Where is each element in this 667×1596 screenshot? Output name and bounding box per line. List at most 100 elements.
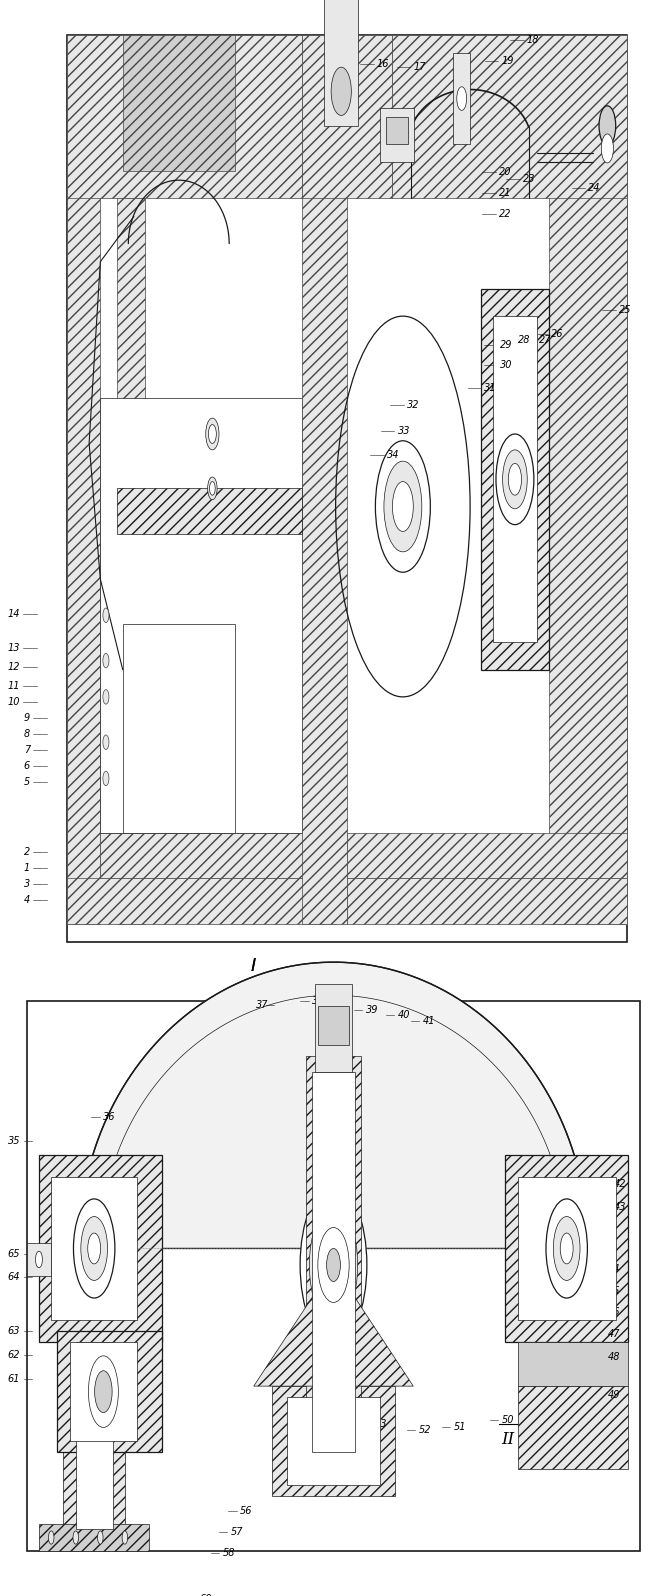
Circle shape xyxy=(49,1531,54,1545)
Text: 50: 50 xyxy=(502,1416,514,1425)
Circle shape xyxy=(457,86,467,110)
Text: 51: 51 xyxy=(454,1422,466,1432)
Text: 8: 8 xyxy=(24,729,30,739)
Circle shape xyxy=(384,461,422,552)
Text: 28: 28 xyxy=(518,335,530,345)
Text: 44: 44 xyxy=(608,1264,621,1274)
Circle shape xyxy=(209,482,215,495)
Bar xyxy=(117,198,145,924)
Text: 18: 18 xyxy=(527,35,540,45)
Bar xyxy=(347,878,627,924)
Bar xyxy=(302,171,347,924)
Bar xyxy=(548,171,627,924)
Bar xyxy=(272,1385,395,1497)
Text: 40: 40 xyxy=(398,1010,410,1020)
Text: 33: 33 xyxy=(398,426,410,436)
Bar xyxy=(69,1342,137,1441)
Circle shape xyxy=(309,1207,358,1323)
Text: 32: 32 xyxy=(407,401,420,410)
Bar xyxy=(518,1176,616,1320)
Text: 25: 25 xyxy=(619,305,632,314)
Text: 48: 48 xyxy=(608,1352,621,1361)
Text: 61: 61 xyxy=(7,1374,20,1384)
Bar xyxy=(315,985,352,1073)
Text: II: II xyxy=(502,1432,515,1448)
Circle shape xyxy=(560,1234,573,1264)
Text: 3: 3 xyxy=(24,879,30,889)
Text: 9: 9 xyxy=(24,713,30,723)
Text: 30: 30 xyxy=(500,361,513,370)
Text: 46: 46 xyxy=(608,1307,621,1317)
Bar xyxy=(518,1342,628,1385)
Text: 60: 60 xyxy=(199,1594,212,1596)
Text: 45: 45 xyxy=(608,1286,621,1296)
Text: 54: 54 xyxy=(354,1441,366,1451)
Bar xyxy=(39,1524,149,1551)
Text: 23: 23 xyxy=(523,174,536,184)
Circle shape xyxy=(503,450,527,509)
Circle shape xyxy=(103,689,109,704)
Bar xyxy=(67,878,336,924)
Circle shape xyxy=(88,1234,101,1264)
Text: 53: 53 xyxy=(375,1419,388,1428)
Text: 34: 34 xyxy=(387,450,400,460)
Circle shape xyxy=(392,482,414,531)
Circle shape xyxy=(95,1371,112,1412)
Bar xyxy=(27,1001,640,1551)
Text: 13: 13 xyxy=(7,643,20,653)
Circle shape xyxy=(103,734,109,750)
Text: 63: 63 xyxy=(7,1326,20,1336)
Text: 42: 42 xyxy=(614,1179,626,1189)
Circle shape xyxy=(318,1227,349,1302)
Text: 14: 14 xyxy=(7,610,20,619)
Text: I: I xyxy=(251,956,256,975)
Circle shape xyxy=(205,418,219,450)
Text: 11: 11 xyxy=(7,681,20,691)
Bar xyxy=(482,289,548,670)
Circle shape xyxy=(73,1199,115,1298)
Text: 24: 24 xyxy=(588,184,601,193)
Bar xyxy=(380,107,414,163)
Circle shape xyxy=(73,1531,79,1545)
Circle shape xyxy=(508,463,522,495)
Text: 27: 27 xyxy=(539,335,552,345)
Bar xyxy=(67,35,627,942)
Bar xyxy=(63,1342,125,1551)
Text: 55: 55 xyxy=(335,1464,348,1473)
Bar xyxy=(123,624,235,833)
Bar xyxy=(67,171,100,924)
Text: 43: 43 xyxy=(614,1202,626,1211)
Bar xyxy=(100,833,336,878)
Text: 5: 5 xyxy=(24,777,30,787)
Text: 58: 58 xyxy=(223,1548,235,1558)
Circle shape xyxy=(546,1199,588,1298)
Bar xyxy=(57,1331,161,1452)
Text: 26: 26 xyxy=(551,329,564,338)
Text: 17: 17 xyxy=(414,62,426,72)
Bar xyxy=(287,1396,380,1486)
Circle shape xyxy=(122,1531,127,1545)
Circle shape xyxy=(300,1186,367,1345)
Text: 64: 64 xyxy=(7,1272,20,1282)
Text: 12: 12 xyxy=(7,662,20,672)
Text: 31: 31 xyxy=(484,383,497,393)
Bar xyxy=(454,53,470,144)
Bar xyxy=(100,397,302,833)
Text: 47: 47 xyxy=(608,1329,621,1339)
Bar xyxy=(76,1342,113,1529)
Text: I: I xyxy=(251,956,256,975)
Text: 22: 22 xyxy=(499,209,512,219)
Bar xyxy=(492,316,538,643)
Bar xyxy=(386,117,408,144)
Circle shape xyxy=(496,434,534,525)
Text: 19: 19 xyxy=(502,56,514,65)
Circle shape xyxy=(376,440,430,573)
Bar xyxy=(306,1057,361,1468)
Text: 1: 1 xyxy=(24,863,30,873)
Text: 38: 38 xyxy=(312,996,325,1005)
Text: 35: 35 xyxy=(7,1136,20,1146)
Bar xyxy=(27,1243,51,1277)
Circle shape xyxy=(208,425,216,444)
Text: 52: 52 xyxy=(419,1425,432,1435)
Bar xyxy=(302,35,392,198)
